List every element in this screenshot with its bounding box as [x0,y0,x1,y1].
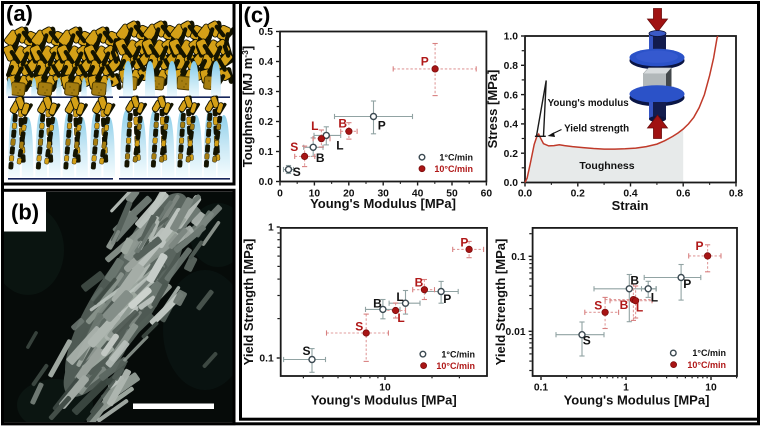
svg-text:Young's modulus: Young's modulus [548,98,630,109]
svg-text:0.4: 0.4 [259,57,274,68]
svg-text:40: 40 [412,188,424,199]
svg-text:B: B [620,298,629,312]
svg-text:S: S [594,299,602,313]
svg-text:30: 30 [377,188,389,199]
svg-text:Stress [MPa]: Stress [MPa] [485,70,500,149]
svg-text:L: L [396,290,403,304]
svg-text:0.1: 0.1 [511,252,526,263]
svg-text:(a): (a) [6,1,33,26]
svg-text:1°C/min: 1°C/min [692,348,726,358]
svg-text:10: 10 [309,188,321,199]
svg-text:P: P [695,239,703,253]
svg-text:0.2: 0.2 [571,188,586,199]
svg-text:0.6: 0.6 [504,90,519,101]
svg-text:10: 10 [379,383,391,394]
svg-text:20: 20 [343,188,355,199]
svg-text:60: 60 [481,188,493,199]
svg-text:B: B [630,274,639,288]
svg-text:Strain: Strain [612,198,649,213]
svg-text:0: 0 [277,188,283,199]
svg-text:S: S [583,334,591,348]
svg-text:1.0: 1.0 [504,32,519,43]
svg-text:L: L [651,290,658,304]
svg-text:S: S [293,165,301,179]
svg-text:0.1: 0.1 [259,147,274,158]
svg-text:0.4: 0.4 [504,120,519,131]
svg-text:S: S [355,319,363,333]
svg-text:B: B [415,276,424,290]
svg-text:Yield Strength [MPa]: Yield Strength [MPa] [241,239,256,366]
svg-text:B: B [338,117,347,131]
svg-text:0.01: 0.01 [506,327,526,338]
svg-text:0.1: 0.1 [259,354,274,365]
svg-text:(c): (c) [244,3,271,28]
svg-text:Yield strength: Yield strength [564,123,629,134]
svg-text:0.0: 0.0 [504,178,519,189]
svg-text:P: P [443,292,451,306]
svg-text:1: 1 [623,383,629,394]
svg-text:L: L [397,311,404,325]
svg-text:1°C/min: 1°C/min [441,349,475,359]
svg-text:L: L [311,119,318,133]
svg-text:0.1: 0.1 [534,383,549,394]
svg-text:Young's Modulus [MPa]: Young's Modulus [MPa] [311,393,457,408]
svg-text:0.3: 0.3 [259,87,274,98]
svg-text:S: S [302,344,310,358]
svg-text:L: L [636,301,643,315]
svg-text:10°C/min: 10°C/min [687,360,726,370]
svg-text:B: B [316,151,325,165]
svg-text:1: 1 [268,223,274,234]
svg-text:S: S [290,140,298,154]
svg-text:0.8: 0.8 [729,188,744,199]
svg-text:0.0: 0.0 [518,188,533,199]
svg-text:Toughness: Toughness [579,160,634,172]
svg-text:0.8: 0.8 [504,61,519,72]
svg-text:P: P [460,235,468,249]
svg-text:0.0: 0.0 [259,177,274,188]
svg-text:(b): (b) [11,200,39,225]
svg-text:P: P [421,54,429,68]
svg-text:0.6: 0.6 [676,188,691,199]
svg-text:0.2: 0.2 [259,117,274,128]
svg-text:0.4: 0.4 [623,188,638,199]
svg-text:10°C/min: 10°C/min [434,164,473,174]
svg-text:0.5: 0.5 [259,27,274,38]
svg-text:L: L [336,139,343,153]
svg-text:Yield Strength [MPa]: Yield Strength [MPa] [493,239,508,366]
svg-text:0.2: 0.2 [504,149,519,160]
svg-text:P: P [378,118,386,132]
svg-text:Young's Modulus [MPa]: Young's Modulus [MPa] [564,393,710,408]
svg-text:1°C/min: 1°C/min [439,152,473,162]
svg-text:50: 50 [446,188,458,199]
svg-text:Toughness [MJ m-3]: Toughness [MJ m-3] [240,46,255,167]
svg-text:P: P [683,277,691,291]
svg-text:B: B [373,296,382,310]
svg-text:Young's Modulus [MPa]: Young's Modulus [MPa] [310,196,456,211]
svg-text:10: 10 [705,383,717,394]
svg-text:10°C/min: 10°C/min [436,361,475,371]
